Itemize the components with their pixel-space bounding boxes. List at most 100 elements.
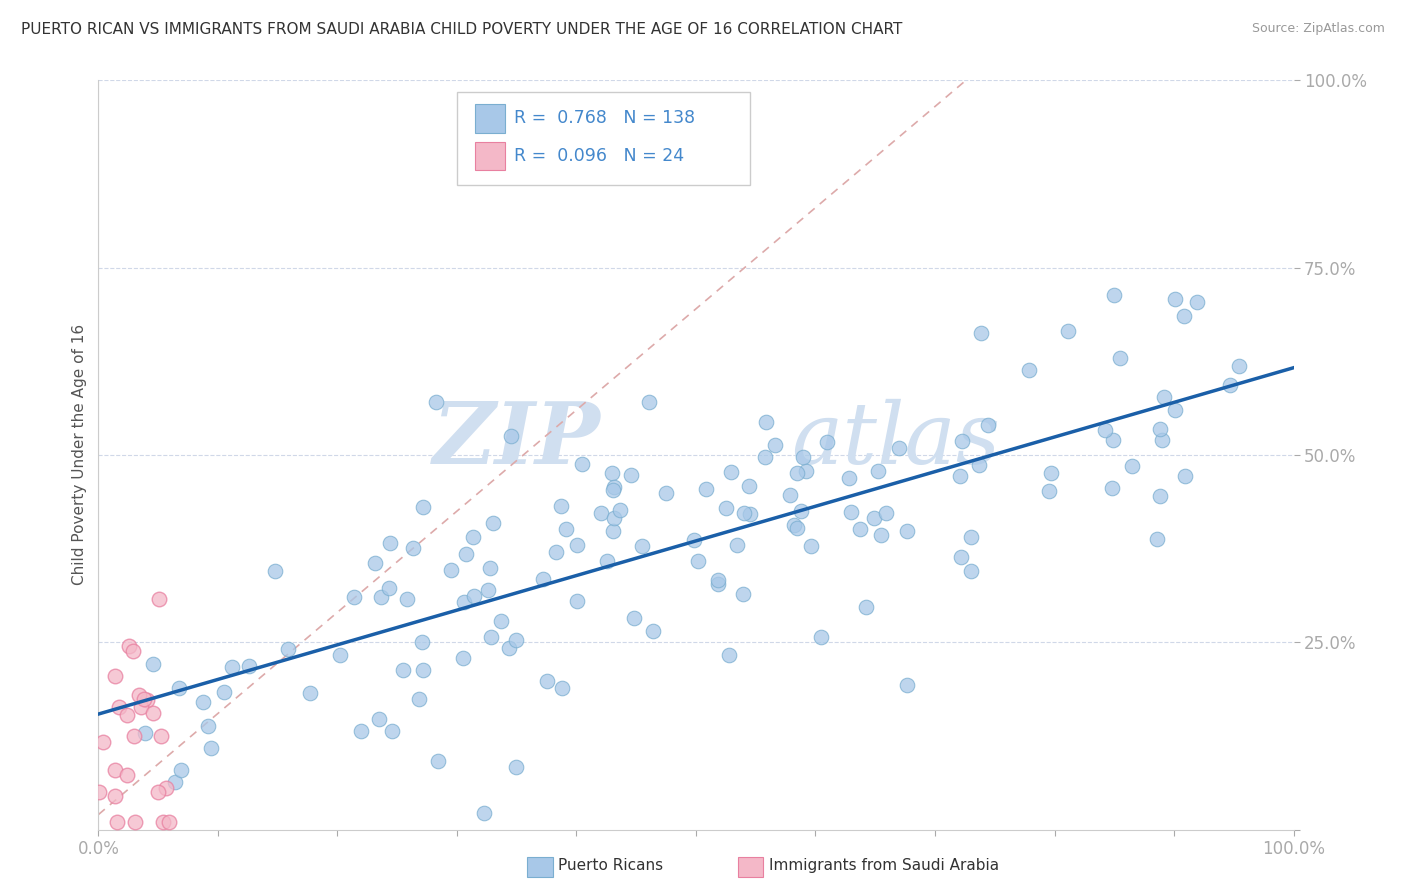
Point [343, 590, 366, 604]
Text: PUERTO RICAN VS IMMIGRANTS FROM SAUDI ARABIA CHILD POVERTY UNDER THE AGE OF 16 C: PUERTO RICAN VS IMMIGRANTS FROM SAUDI AR… [21, 22, 903, 37]
Point [976, 417, 998, 432]
Point [411, 635, 433, 649]
Point [1040, 466, 1063, 480]
Point [1101, 433, 1123, 447]
Point [481, 516, 503, 530]
Point [849, 522, 872, 536]
Point [152, 815, 174, 830]
FancyBboxPatch shape [457, 92, 749, 186]
Point [602, 483, 624, 497]
Point [191, 695, 214, 709]
Point [600, 466, 623, 480]
Point [810, 630, 832, 644]
Point [453, 595, 475, 609]
Point [402, 541, 425, 556]
Point [763, 437, 786, 451]
Point [408, 691, 430, 706]
Point [170, 763, 193, 777]
Point [1149, 489, 1171, 503]
Point [370, 590, 392, 604]
Point [707, 576, 730, 591]
Point [839, 505, 862, 519]
Point [683, 533, 706, 547]
Point [896, 678, 918, 692]
Point [392, 663, 415, 677]
Point [565, 538, 588, 552]
Point [298, 686, 321, 700]
Point [1018, 363, 1040, 377]
Point [815, 435, 838, 450]
Point [855, 600, 877, 615]
Point [157, 815, 180, 830]
Point [1121, 458, 1143, 473]
Point [949, 550, 972, 565]
Point [623, 611, 645, 625]
Text: Source: ZipAtlas.com: Source: ZipAtlas.com [1251, 22, 1385, 36]
Point [479, 630, 502, 644]
Point [498, 641, 520, 656]
Point [609, 503, 631, 517]
Point [115, 768, 138, 782]
Point [896, 524, 918, 539]
Point [212, 685, 235, 699]
Point [555, 522, 578, 536]
Point [412, 500, 434, 515]
Point [733, 506, 755, 520]
Point [124, 815, 146, 830]
Point [596, 553, 619, 567]
Point [169, 681, 191, 695]
Point [381, 723, 404, 738]
Bar [475, 104, 505, 133]
Point [716, 500, 738, 515]
Point [380, 535, 402, 549]
Point [738, 479, 761, 493]
Point [142, 706, 165, 720]
Point [456, 547, 478, 561]
Point [131, 699, 153, 714]
Point [1227, 359, 1250, 374]
Point [792, 450, 814, 465]
Point [451, 651, 474, 665]
Point [536, 674, 558, 689]
Point [104, 668, 127, 682]
Text: R =  0.768   N = 138: R = 0.768 N = 138 [515, 110, 696, 128]
Point [115, 707, 138, 722]
Point [960, 564, 983, 578]
Point [725, 538, 748, 552]
Point [950, 434, 973, 448]
Point [489, 614, 512, 628]
Point [238, 659, 260, 673]
Point [350, 724, 373, 739]
Point [794, 464, 817, 478]
Point [149, 729, 172, 743]
Point [426, 754, 449, 768]
Point [128, 688, 150, 702]
Point [720, 465, 742, 479]
Point [620, 467, 643, 482]
Point [1185, 294, 1208, 309]
Point [165, 775, 187, 789]
Point [551, 681, 574, 695]
Point [960, 530, 983, 544]
Point [870, 528, 893, 542]
Point [478, 561, 501, 575]
Point [589, 506, 612, 520]
Point [1163, 402, 1185, 417]
Point [135, 693, 157, 707]
Point [1174, 468, 1197, 483]
Point [108, 699, 131, 714]
Point [277, 642, 299, 657]
Point [567, 593, 589, 607]
Point [505, 632, 527, 647]
Point [631, 540, 654, 554]
Point [440, 563, 463, 577]
Point [425, 395, 447, 409]
Point [329, 648, 352, 662]
Point [707, 574, 730, 588]
Point [1056, 324, 1078, 338]
Point [887, 441, 910, 455]
Point [263, 564, 285, 578]
Point [838, 471, 860, 485]
Point [367, 712, 389, 726]
Point [544, 545, 567, 559]
